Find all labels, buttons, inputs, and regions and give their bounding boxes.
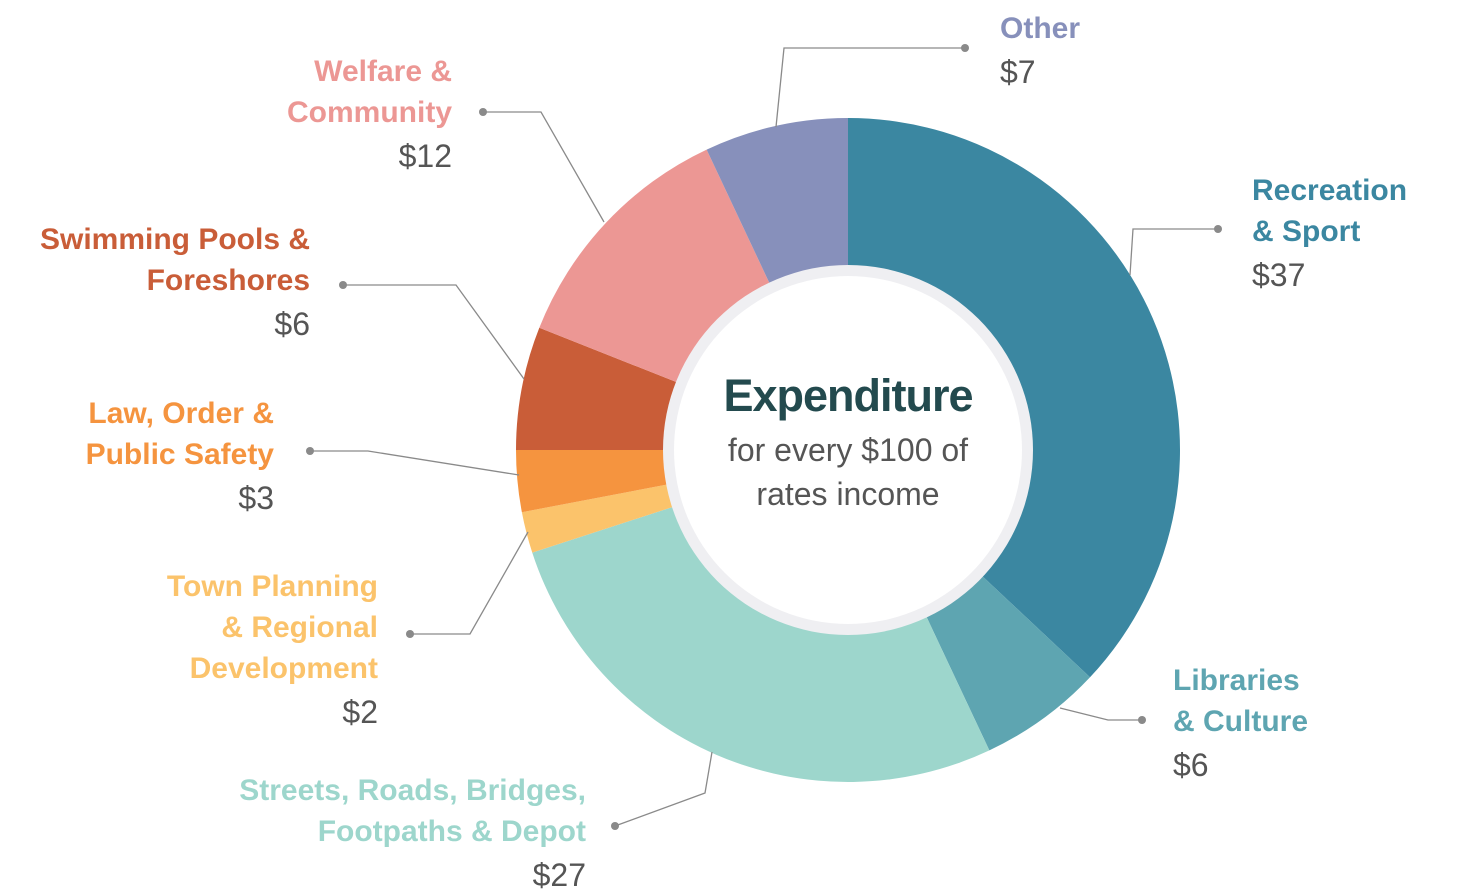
leader-line bbox=[343, 284, 525, 380]
leader-dot bbox=[339, 281, 347, 289]
category-label: Libraries & Culture bbox=[1173, 664, 1308, 738]
category-label: Recreation & Sport bbox=[1252, 174, 1408, 248]
chart-subtitle: for every $100 of rates income bbox=[727, 432, 969, 512]
leader-line bbox=[775, 47, 965, 128]
donut-slice bbox=[516, 327, 679, 450]
value-label: $37 bbox=[1252, 257, 1306, 293]
leader-line bbox=[483, 111, 605, 223]
value-label: $12 bbox=[398, 138, 452, 174]
donut-slice bbox=[521, 484, 675, 553]
slice-label: Streets, Roads, Bridges, Footpaths & Dep… bbox=[146, 770, 586, 895]
leader-dot bbox=[406, 630, 414, 638]
slice-label: Recreation & Sport $37 bbox=[1252, 170, 1422, 295]
category-label: Town Planning & Regional Development bbox=[166, 570, 378, 685]
slice-label: Law, Order & Public Safety $3 bbox=[24, 393, 274, 518]
leader-line bbox=[410, 531, 529, 635]
slice-label: Other $7 bbox=[1000, 8, 1200, 92]
leader-dot bbox=[306, 447, 314, 455]
slice-label: Libraries & Culture $6 bbox=[1173, 660, 1319, 785]
leader-line bbox=[1129, 228, 1218, 276]
donut-slice bbox=[532, 506, 990, 782]
value-label: $2 bbox=[342, 694, 378, 730]
donut-slice bbox=[706, 118, 848, 286]
slice-label: Town Planning & Regional Development $2 bbox=[138, 566, 378, 732]
donut-slice bbox=[516, 450, 670, 513]
slice-label: Welfare & Community $12 bbox=[252, 51, 452, 176]
leader-dot bbox=[611, 822, 619, 830]
leader-dot bbox=[961, 44, 969, 52]
slice-label: Swimming Pools & Foreshores $6 bbox=[30, 219, 310, 344]
leader-line bbox=[614, 751, 713, 827]
leader-line bbox=[310, 450, 520, 476]
value-label: $6 bbox=[1173, 747, 1209, 783]
category-label: Law, Order & Public Safety bbox=[85, 397, 274, 471]
leader-dot bbox=[479, 108, 487, 116]
leader-dot bbox=[1138, 716, 1146, 724]
donut-slice bbox=[925, 574, 1091, 751]
category-label: Streets, Roads, Bridges, Footpaths & Dep… bbox=[239, 774, 586, 848]
chart-title: Expenditure bbox=[723, 370, 973, 421]
value-label: $6 bbox=[274, 306, 310, 342]
donut-slice bbox=[848, 118, 1180, 678]
value-label: $27 bbox=[532, 857, 586, 893]
value-label: $7 bbox=[1000, 54, 1036, 90]
leader-dot bbox=[1214, 225, 1222, 233]
center-disc bbox=[674, 276, 1022, 624]
leader-line bbox=[1059, 707, 1142, 721]
center-text: Expenditure for every $100 of rates inco… bbox=[668, 370, 1028, 516]
category-label: Other bbox=[1000, 12, 1081, 45]
category-label: Welfare & Community bbox=[287, 55, 452, 129]
value-label: $3 bbox=[238, 480, 274, 516]
category-label: Swimming Pools & Foreshores bbox=[39, 223, 310, 297]
